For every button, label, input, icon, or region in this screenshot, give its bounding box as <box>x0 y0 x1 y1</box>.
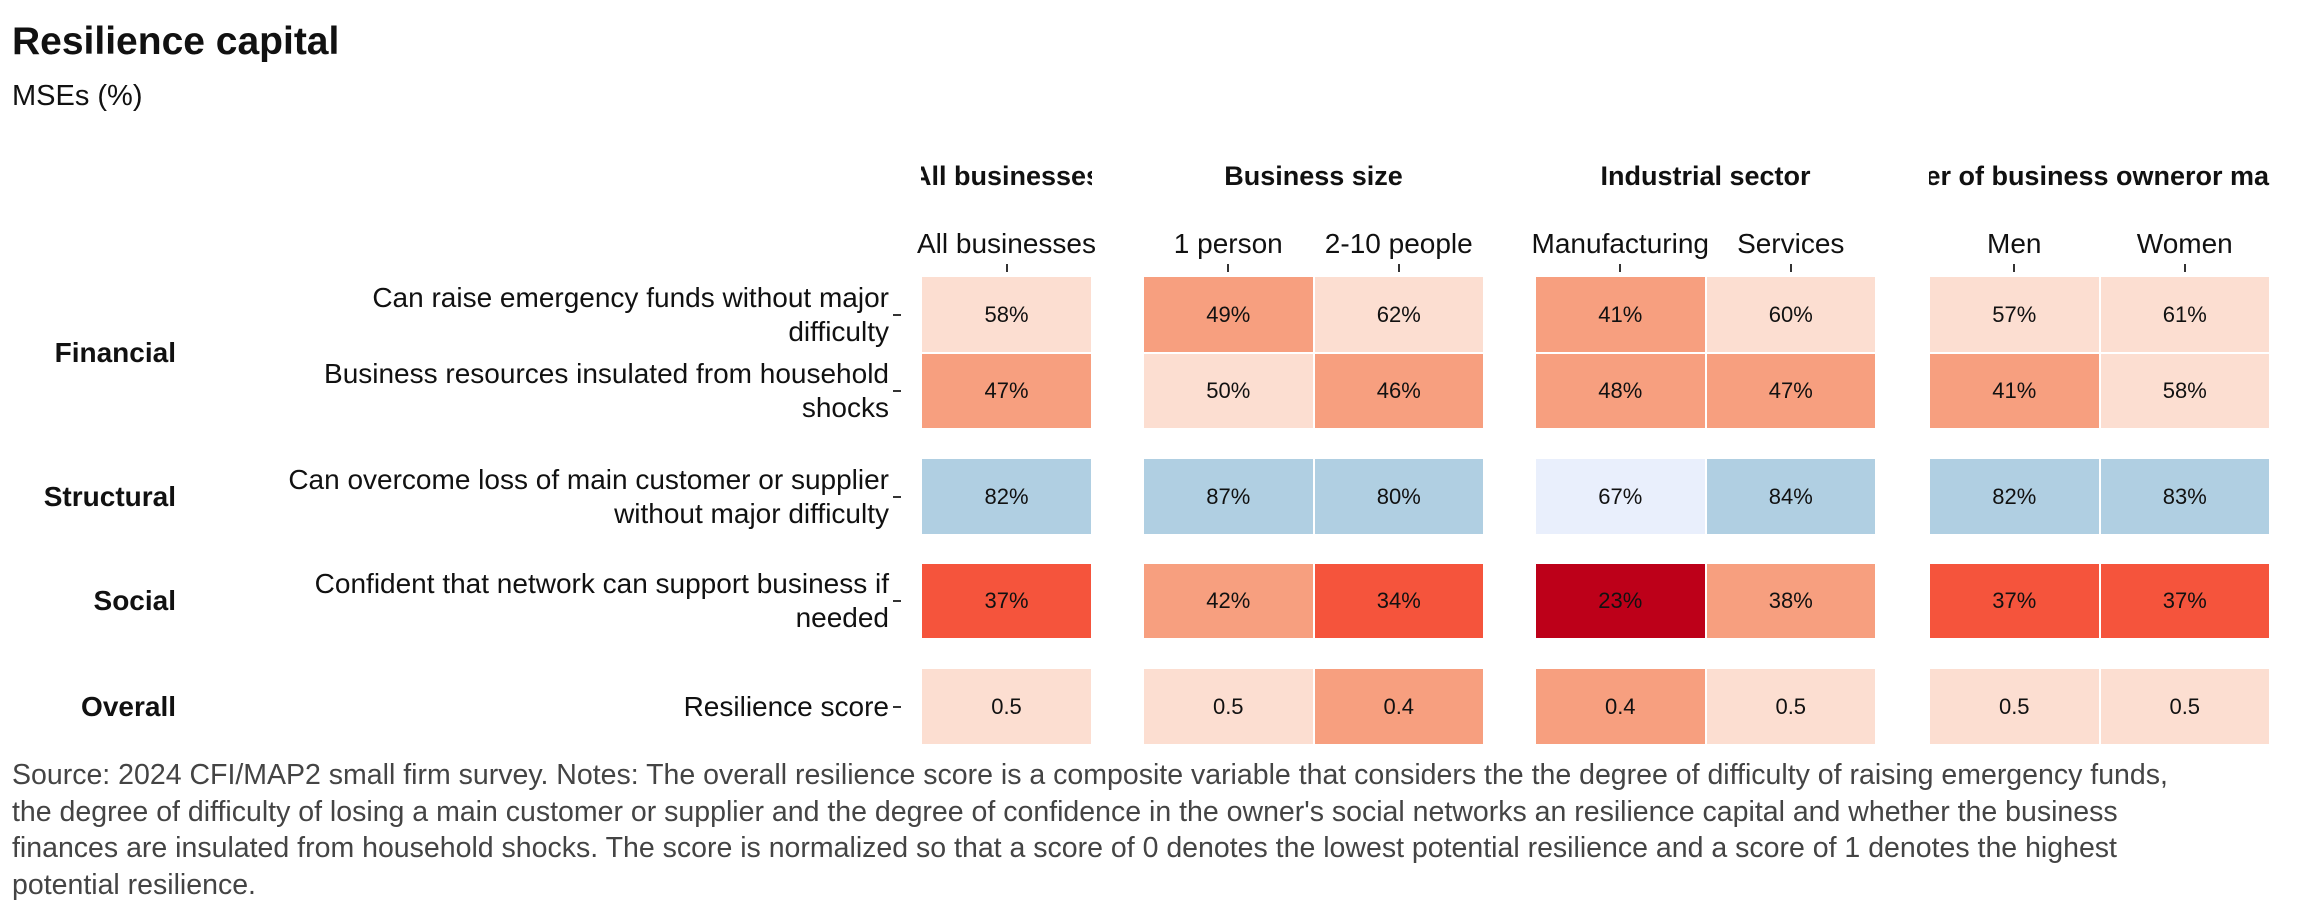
heatmap-cell: 42% <box>1143 563 1314 639</box>
heatmap-cell: 38% <box>1705 563 1876 639</box>
heatmap-cell: 41% <box>1535 276 1706 353</box>
heatmap-cell: 0.4 <box>1313 668 1484 745</box>
heatmap-cell: 87% <box>1143 458 1314 535</box>
heatmap-cell: 37% <box>1929 563 2100 639</box>
panel-header: Industrial sector <box>1535 157 1876 195</box>
y-tick <box>893 313 901 316</box>
column-label: All businesses <box>917 228 1096 259</box>
heatmap-cell: 37% <box>2099 563 2270 639</box>
chart-subtitle: MSEs (%) <box>12 80 143 112</box>
heatmap-cell: 83% <box>2099 458 2270 535</box>
group-label: Financial <box>54 336 176 368</box>
x-tick <box>1227 264 1230 272</box>
heatmap-cell: 37% <box>921 563 1092 639</box>
y-tick <box>893 600 901 602</box>
y-tick <box>893 495 901 498</box>
panel-header-line: All businesses <box>921 161 1092 191</box>
x-tick <box>1397 264 1400 272</box>
chart-caption: Source: 2024 CFI/MAP2 small firm survey.… <box>12 759 2168 901</box>
panel-header: Business size <box>1143 157 1484 195</box>
group-label: Structural <box>43 480 176 512</box>
panel-header-line: Gender of business owner <box>1929 161 2196 191</box>
column-label: 2-10 people <box>1324 228 1473 259</box>
heatmap-cell: 23% <box>1535 563 1706 639</box>
heatmap-cell: 62% <box>1313 276 1484 353</box>
row-label: Can raise emergency funds without major … <box>372 281 889 347</box>
heatmap-cell: 41% <box>1929 353 2100 429</box>
panel-header-line: Industrial sector <box>1600 161 1811 191</box>
row-label: Can overcome loss of main customer or su… <box>288 463 889 529</box>
y-tick <box>893 705 901 708</box>
heatmap-cell: 84% <box>1705 458 1876 535</box>
column-label: Services <box>1737 228 1845 259</box>
panel-header-line: Business size <box>1224 161 1403 191</box>
heatmap-cell: 82% <box>1929 458 2100 535</box>
chart-title: Resilience capital <box>12 20 340 63</box>
row-label: Business resources insulated from househ… <box>324 358 889 423</box>
heatmap-cell: 58% <box>2099 353 2270 429</box>
heatmap-cell: 57% <box>1929 276 2100 353</box>
heatmap-cell: 34% <box>1313 563 1484 639</box>
heatmap-cell: 50% <box>1143 353 1314 429</box>
group-label: Overall <box>81 690 176 722</box>
x-tick <box>1005 264 1008 272</box>
column-label: Men <box>1987 228 2042 259</box>
group-label: Social <box>93 585 176 616</box>
heatmap-cell: 47% <box>1705 353 1876 429</box>
heatmap-cell: 0.5 <box>2099 668 2270 745</box>
heatmap-cell: 67% <box>1535 458 1706 535</box>
panel-header-line: or manager <box>2195 161 2270 191</box>
row-label: Confident that network can support busin… <box>314 568 889 633</box>
x-tick <box>1619 264 1622 272</box>
heatmap-cell: 46% <box>1313 353 1484 429</box>
x-tick <box>2013 264 2016 272</box>
heatmap-cell: 0.5 <box>921 668 1092 745</box>
x-tick <box>2183 264 2186 272</box>
heatmap-cell: 82% <box>921 458 1092 535</box>
column-label: Manufacturing <box>1531 228 1709 259</box>
heatmap-cell: 61% <box>2099 276 2270 353</box>
heatmap-cell: 80% <box>1313 458 1484 535</box>
panel-header: All businesses <box>921 157 1092 195</box>
row-label: Resilience score <box>683 690 889 722</box>
heatmap-cell: 48% <box>1535 353 1706 429</box>
heatmap-cell: 49% <box>1143 276 1314 353</box>
column-label: Women <box>2136 228 2233 259</box>
column-label: 1 person <box>1173 228 1283 259</box>
heatmap-cell: 0.5 <box>1929 668 2100 745</box>
heatmap-cell: 0.4 <box>1535 668 1706 745</box>
x-tick <box>1789 264 1792 272</box>
y-tick <box>893 390 901 392</box>
heatmap-cell: 47% <box>921 353 1092 429</box>
heatmap-cell: 58% <box>921 276 1092 353</box>
heatmap-cell: 0.5 <box>1705 668 1876 745</box>
heatmap-cell: 0.5 <box>1143 668 1314 745</box>
heatmap-cell: 60% <box>1705 276 1876 353</box>
